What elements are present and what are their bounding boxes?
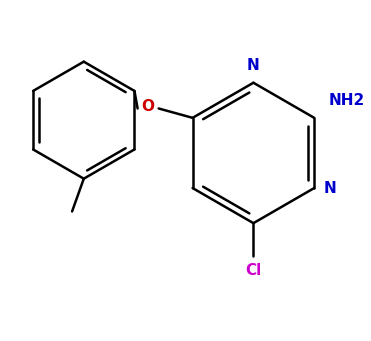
Text: N: N: [324, 180, 336, 195]
Text: Cl: Cl: [245, 263, 262, 278]
Text: O: O: [142, 99, 155, 114]
Text: N: N: [247, 58, 260, 73]
Text: NH2: NH2: [328, 93, 364, 108]
